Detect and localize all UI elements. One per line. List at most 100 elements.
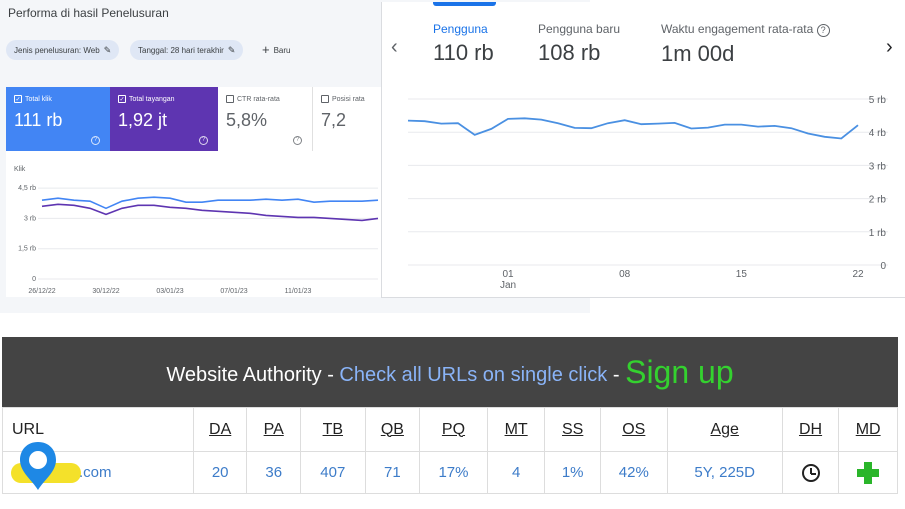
series-line-users [407, 117, 859, 140]
series-line-clicks [41, 196, 379, 210]
y-tick-label: 0 [880, 261, 886, 272]
metric-value: 111 rb [14, 110, 63, 130]
url-suffix: .com [79, 463, 112, 481]
tab-new-users[interactable]: Pengguna baru 108 rb [538, 22, 620, 66]
age-value: 5Y, 225D [666, 451, 783, 494]
new-filter-label: Baru [273, 46, 291, 55]
qb-value: 71 [364, 451, 421, 494]
column-header-dh[interactable]: DH [781, 407, 840, 452]
x-tick-label: 15 [736, 269, 748, 280]
series-line-impressions [41, 203, 379, 222]
md-cell[interactable] [838, 451, 898, 494]
metric-label: CTR rata-rata [237, 95, 280, 103]
history-icon[interactable] [801, 463, 820, 482]
active-tab-indicator [433, 2, 496, 6]
y-tick-label: 5 rb [869, 95, 887, 106]
url-cell[interactable]: .com [2, 442, 194, 494]
y-tick-label: 1,5 rb [18, 246, 36, 253]
plus-icon: + [262, 42, 270, 57]
banner-title: Website Authority [166, 364, 322, 386]
column-header-md[interactable]: MD [838, 407, 898, 452]
x-tick-label: 11/01/23 [285, 288, 312, 295]
banner-separator: - [321, 364, 340, 386]
table-header-row: URL DA PA TB QB PQ MT SS OS Age DH MD [2, 407, 898, 452]
chip-label: Tanggal: 28 hari terakhir [138, 46, 224, 55]
y-tick-label: 0 [32, 276, 36, 283]
checkbox-unchecked-icon[interactable] [226, 95, 234, 103]
sign-up-link[interactable]: Sign up [625, 354, 734, 390]
tab-value: 1m 00d [661, 41, 735, 66]
column-header-os[interactable]: OS [599, 407, 668, 452]
pencil-icon: ✎ [103, 45, 112, 55]
chevron-left-icon[interactable]: ‹ [391, 36, 398, 58]
metric-value: 5,8% [226, 110, 268, 130]
x-tick-label: 03/01/23 [156, 288, 183, 295]
tab-label: Pengguna [433, 22, 488, 36]
x-tick-label: 22 [852, 269, 864, 280]
column-header-age[interactable]: Age [666, 407, 783, 452]
tab-users[interactable]: Pengguna 110 rb [433, 22, 494, 66]
help-icon[interactable]: ? [816, 24, 830, 37]
metric-card-total-clicks[interactable]: ✓ Total klik 111 rb ? [6, 87, 110, 151]
tab-value: 108 rb [538, 40, 601, 65]
metric-card-total-impressions[interactable]: ✓ Total tayangan 1,92 jt ? [110, 87, 218, 151]
checkbox-unchecked-icon[interactable] [321, 95, 329, 103]
column-header-url: URL [2, 407, 194, 452]
y-tick-label: 3 rb [869, 161, 887, 172]
metric-card-avg-ctr[interactable]: CTR rata-rata 5,8% ? [218, 87, 313, 151]
pq-value: 17% [419, 451, 488, 494]
metric-label: Total tayangan [129, 95, 175, 103]
y-tick-label: 2 rb [869, 195, 887, 206]
metric-label: Total klik [25, 95, 52, 103]
filter-chip-search-type[interactable]: Jenis penelusuran: Web ✎ [6, 40, 120, 60]
help-icon[interactable]: ? [293, 136, 302, 145]
metric-value: 1,92 jt [118, 110, 168, 130]
column-header-ss[interactable]: SS [544, 407, 601, 452]
ss-value: 1% [544, 451, 601, 494]
pa-value: 36 [246, 451, 301, 494]
help-icon[interactable]: ? [91, 136, 100, 145]
x-tick-label: 08 [619, 269, 631, 280]
tab-avg-engagement-time[interactable]: Waktu engagement rata-rata ? 1m 00d [661, 22, 830, 67]
new-filter-button[interactable]: + Baru [262, 40, 291, 60]
chevron-right-icon[interactable]: › [886, 36, 893, 58]
da-value: 20 [192, 451, 248, 494]
pencil-icon: ✎ [227, 45, 236, 55]
performance-chart: Klik 4,5 rb 3 rb 1,5 rb 0 26/12/22 30/12/22 0… [14, 166, 379, 295]
checkbox-checked-icon[interactable]: ✓ [14, 95, 22, 103]
column-header-mt[interactable]: MT [486, 407, 546, 452]
column-header-tb[interactable]: TB [299, 407, 366, 452]
authority-banner: Website Authority - Check all URLs on si… [2, 337, 898, 407]
column-header-qb[interactable]: QB [364, 407, 421, 452]
x-tick-label: 30/12/22 [92, 288, 119, 295]
metric-cards: ✓ Total klik 111 rb ? ✓ Total tayangan 1,9… [6, 87, 386, 297]
table-row: .com 20 36 407 71 17% 4 1% 42% 5Y, 225D [2, 442, 898, 494]
check-all-urls-link[interactable]: Check all URLs on single click [339, 364, 608, 386]
y-tick-label: 1 rb [869, 228, 887, 239]
metric-label: Posisi rata [332, 95, 365, 103]
tab-label: Waktu engagement rata-rata [661, 22, 814, 36]
authority-table: URL DA PA TB QB PQ MT SS OS Age DH MD .c… [2, 407, 898, 494]
help-icon[interactable]: ? [199, 136, 208, 145]
add-icon[interactable] [857, 461, 880, 484]
y-tick-label: 3 rb [24, 215, 36, 222]
metric-card-avg-position[interactable]: Posisi rata 7,2 [313, 87, 386, 151]
y-tick-label: 4,5 rb [18, 185, 36, 192]
chip-label: Jenis penelusuran: Web [14, 46, 100, 55]
metric-value: 7,2 [321, 110, 347, 130]
column-header-pa[interactable]: PA [246, 407, 301, 452]
banner-separator: - [607, 364, 626, 386]
tb-value: 407 [299, 451, 366, 494]
y-axis-label: Klik [14, 166, 26, 173]
x-tick-label: 26/12/22 [28, 288, 55, 295]
os-value: 42% [599, 451, 668, 494]
filter-chip-date[interactable]: Tanggal: 28 hari terakhir ✎ [130, 40, 244, 60]
column-header-da[interactable]: DA [192, 407, 248, 452]
x-tick-label: 01 [502, 269, 514, 280]
website-authority-panel: Website Authority - Check all URLs on si… [2, 337, 898, 509]
column-header-pq[interactable]: PQ [419, 407, 488, 452]
checkbox-checked-icon[interactable]: ✓ [118, 95, 126, 103]
panel-title: Performa di hasil Penelusuran [8, 6, 169, 20]
dh-cell[interactable] [781, 451, 840, 494]
